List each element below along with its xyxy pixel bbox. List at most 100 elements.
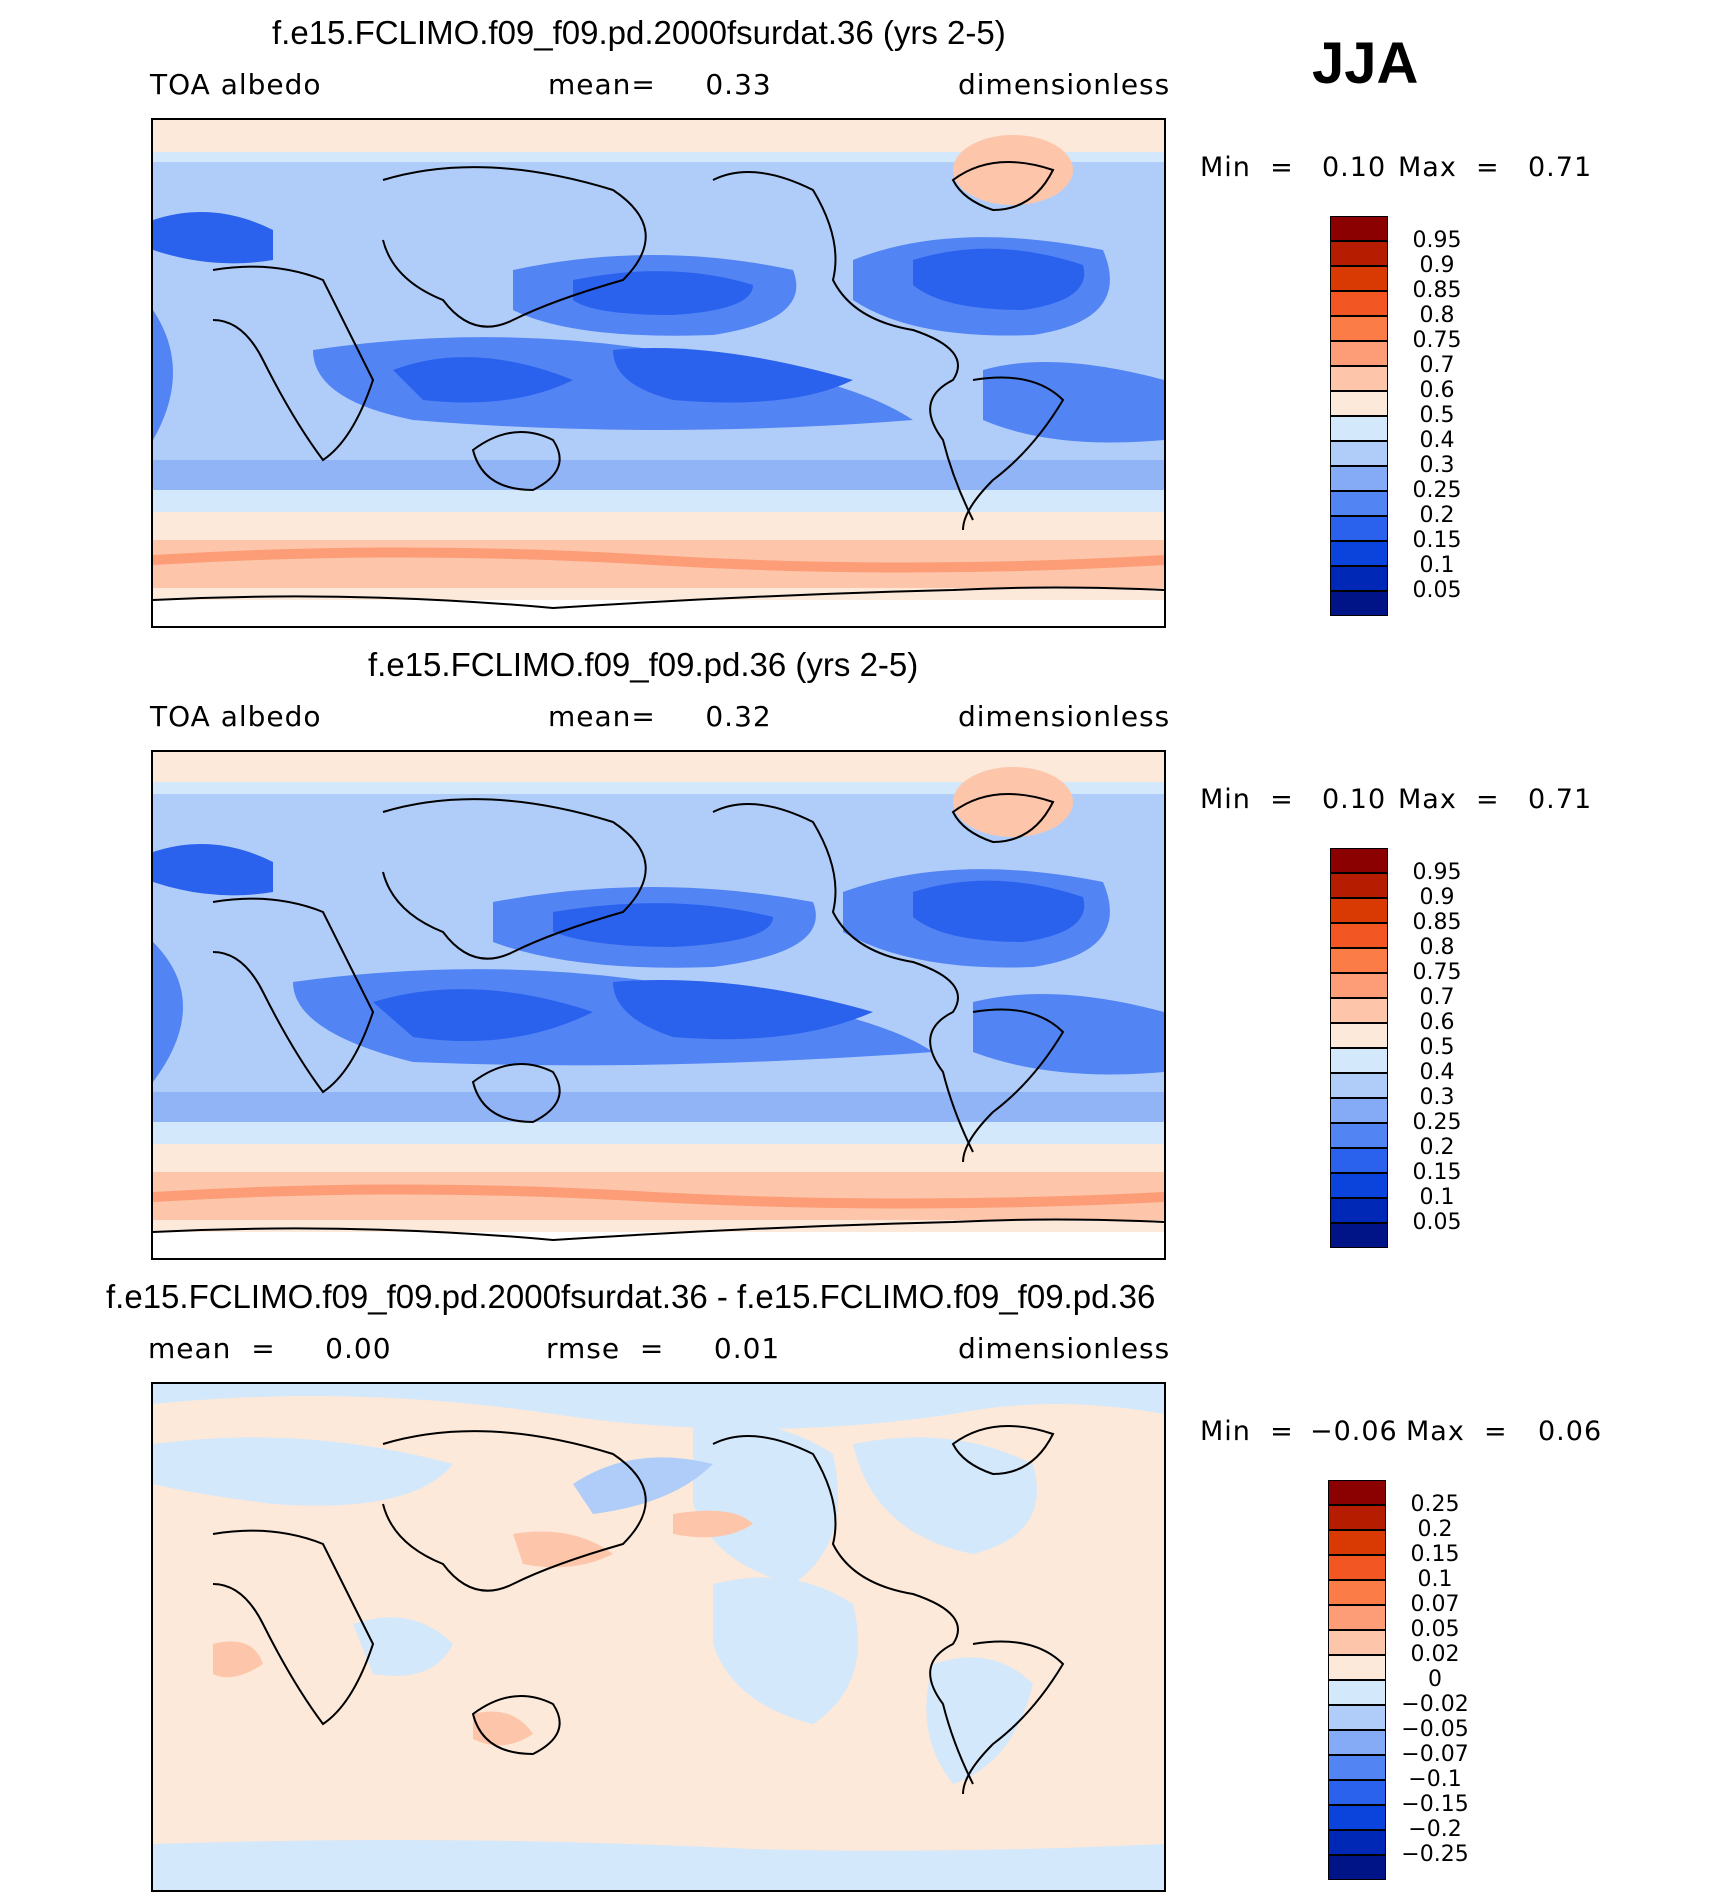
colorbar-tick-label: 0.4 [1419,428,1455,453]
panel-2-colorbar: 0.95 0.9 0.85 0.8 0.75 0.7 0.6 0.5 0.4 0.3 0.25 0.2… [1330,848,1488,1250]
colorbar-swatch [1328,1655,1386,1680]
panel-2-variable-label: TOA albedo [150,700,322,733]
colorbar-tick-label: 0.15 [1412,1160,1462,1185]
colorbar-swatch [1330,541,1388,566]
colorbar-tick-label: 0.95 [1412,228,1462,253]
colorbar-swatch [1328,1605,1386,1630]
panel-1-map-svg [153,120,1164,626]
colorbar-tick-label: −0.25 [1401,1842,1469,1867]
panel-3-min-value: −0.06 [1310,1416,1398,1447]
panel-1-mean-label: mean= 0.33 [548,68,772,101]
colorbar-tick-label: 0.7 [1419,353,1455,378]
colorbar-swatch [1328,1805,1386,1830]
colorbar-swatch [1330,216,1388,241]
colorbar-tick-label: −0.02 [1401,1692,1469,1717]
colorbar-swatch [1330,848,1388,873]
panel-2-max-value: 0.71 [1528,784,1593,815]
colorbar-tick-label: 0.9 [1419,885,1455,910]
colorbar-tick-label: 0.25 [1410,1492,1460,1517]
colorbar-tick-label: 0.25 [1412,1110,1462,1135]
colorbar-swatch [1330,466,1388,491]
colorbar-swatch [1330,1198,1388,1223]
panel-2-min-value: 0.10 [1322,784,1387,815]
colorbar-tick-label: 0.05 [1410,1617,1460,1642]
colorbar-swatch [1330,566,1388,591]
colorbar-swatch [1328,1730,1386,1755]
colorbar-swatch [1330,1148,1388,1173]
colorbar-swatch [1330,873,1388,898]
colorbar-tick-label: 0.1 [1419,1185,1455,1210]
panel-2-units-label: dimensionless [958,700,1171,733]
colorbar-tick-label: 0.85 [1412,278,1462,303]
panel-1-map [151,118,1166,628]
colorbar-tick-label: 0.2 [1417,1517,1453,1542]
panel-2-min-label: Min = [1200,784,1294,815]
colorbar-swatch [1328,1755,1386,1780]
colorbar-swatch [1328,1680,1386,1705]
colorbar-tick-label: 0.6 [1419,378,1455,403]
season-label: JJA [1312,31,1419,96]
panel-1-max-value: 0.71 [1528,152,1593,183]
colorbar-tick-label: 0 [1428,1667,1442,1692]
panel-3-max-value: 0.06 [1538,1416,1603,1447]
colorbar-tick-label: 0.1 [1419,553,1455,578]
colorbar-tick-label: 0.5 [1419,403,1455,428]
colorbar-swatch [1330,1123,1388,1148]
colorbar-tick-label: 0.9 [1419,253,1455,278]
colorbar-tick-label: 0.75 [1412,960,1462,985]
colorbar-swatch [1328,1830,1386,1855]
panel-1-colorbar: 0.95 0.9 0.85 0.8 0.75 0.7 0.6 0.5 0.4 0.3 0.25 0.2… [1330,216,1488,618]
panel-3-mean-label: mean = 0.00 [148,1332,392,1365]
panel-3-title: f.e15.FCLIMO.f09_f09.pd.2000fsurdat.36 -… [106,1278,1156,1315]
panel-1-max-label: Max = [1398,152,1500,183]
colorbar-tick-label: 0.75 [1412,328,1462,353]
panel-1-min-value: 0.10 [1322,152,1387,183]
panel-2-mean-label: mean= 0.32 [548,700,772,733]
colorbar-tick-label: 0.02 [1410,1642,1460,1667]
colorbar-tick-label: 0.7 [1419,985,1455,1010]
colorbar-tick-label: 0.2 [1419,1135,1455,1160]
colorbar-swatch [1328,1530,1386,1555]
colorbar-swatch [1330,291,1388,316]
colorbar-tick-label: 0.07 [1410,1592,1460,1617]
colorbar-tick-label: 0.5 [1419,1035,1455,1060]
panel-1-units-label: dimensionless [958,68,1171,101]
colorbar-swatch [1330,1098,1388,1123]
colorbar-tick-label: 0.8 [1419,935,1455,960]
colorbar-swatch [1330,341,1388,366]
colorbar-tick-label: −0.2 [1408,1817,1462,1842]
colorbar-tick-label: 0.3 [1419,1085,1455,1110]
colorbar-tick-label: 0.05 [1412,578,1462,603]
colorbar-tick-label: 0.95 [1412,860,1462,885]
panel-3-max-label: Max = [1406,1416,1508,1447]
panel-3-map-svg [153,1384,1164,1890]
colorbar-swatch [1330,1173,1388,1198]
colorbar-swatch [1330,1073,1388,1098]
colorbar-swatch [1330,998,1388,1023]
panel-2-max-label: Max = [1398,784,1500,815]
colorbar-tick-label: 0.2 [1419,503,1455,528]
colorbar-swatch [1330,898,1388,923]
panel-3-rmse-label: rmse = 0.01 [546,1332,781,1365]
colorbar-tick-label: 0.15 [1410,1542,1460,1567]
colorbar-tick-label: 0.15 [1412,528,1462,553]
colorbar-tick-label: 0.85 [1412,910,1462,935]
colorbar-swatch [1330,316,1388,341]
colorbar-swatch [1330,366,1388,391]
colorbar-swatch [1330,1048,1388,1073]
colorbar-tick-label: −0.05 [1401,1717,1469,1742]
colorbar-swatch [1328,1705,1386,1730]
colorbar-swatch [1330,416,1388,441]
panel-1-variable-label: TOA albedo [150,68,322,101]
colorbar-tick-label: 0.3 [1419,453,1455,478]
panel-2-map-svg [153,752,1164,1258]
colorbar-swatch [1330,241,1388,266]
colorbar-swatch [1328,1630,1386,1655]
colorbar-swatch [1328,1555,1386,1580]
colorbar-swatch [1328,1480,1386,1505]
colorbar-swatch [1330,391,1388,416]
colorbar-swatch [1328,1780,1386,1805]
panel-2-title: f.e15.FCLIMO.f09_f09.pd.36 (yrs 2-5) [368,646,919,683]
colorbar-tick-label: −0.15 [1401,1792,1469,1817]
colorbar-tick-label: 0.8 [1419,303,1455,328]
